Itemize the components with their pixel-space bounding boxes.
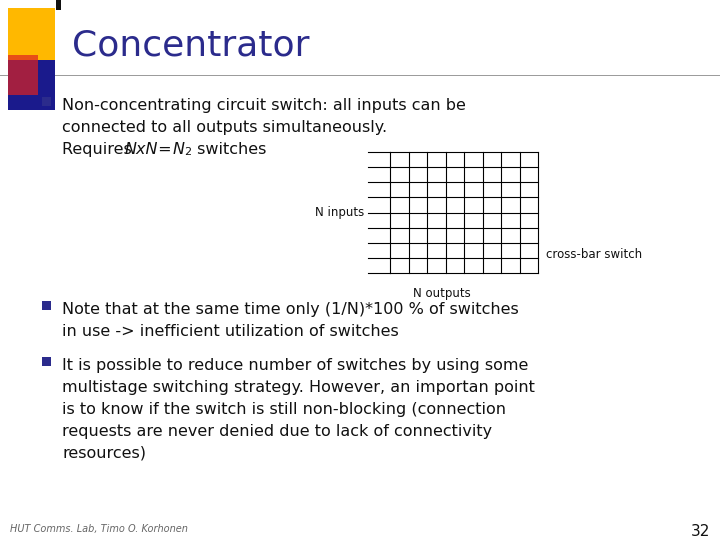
Text: connected to all outputs simultaneously.: connected to all outputs simultaneously. — [62, 120, 387, 135]
Text: Concentrator: Concentrator — [72, 28, 310, 62]
Text: multistage switching strategy. However, an importan point: multistage switching strategy. However, … — [62, 380, 535, 395]
Text: Non-concentrating circuit switch: all inputs can be: Non-concentrating circuit switch: all in… — [62, 98, 466, 113]
Text: HUT Comms. Lab, Timo O. Korhonen: HUT Comms. Lab, Timo O. Korhonen — [10, 524, 188, 534]
Text: NxN: NxN — [125, 142, 158, 157]
Text: N inputs: N inputs — [315, 206, 364, 219]
Bar — [42, 97, 51, 106]
Text: Note that at the same time only (1/N)*100 % of switches: Note that at the same time only (1/N)*10… — [62, 302, 518, 317]
Text: =: = — [153, 142, 176, 157]
Text: 32: 32 — [690, 524, 710, 539]
Text: 2: 2 — [184, 147, 191, 157]
Text: in use -> inefficient utilization of switches: in use -> inefficient utilization of swi… — [62, 324, 399, 339]
Bar — [8, 55, 38, 95]
Text: It is possible to reduce number of switches by using some: It is possible to reduce number of switc… — [62, 358, 528, 373]
Text: N outputs: N outputs — [413, 287, 471, 300]
Text: switches: switches — [192, 142, 266, 157]
Text: N: N — [173, 142, 185, 157]
Bar — [42, 301, 51, 310]
Text: requests are never denied due to lack of connectivity: requests are never denied due to lack of… — [62, 424, 492, 439]
Text: resources): resources) — [62, 446, 146, 461]
Bar — [8, 8, 55, 60]
Bar — [8, 60, 55, 110]
Bar — [42, 357, 51, 366]
Text: Requires: Requires — [62, 142, 137, 157]
Bar — [56, 0, 61, 10]
Text: cross-bar switch: cross-bar switch — [546, 248, 642, 261]
Text: is to know if the switch is still non-blocking (connection: is to know if the switch is still non-bl… — [62, 402, 506, 417]
